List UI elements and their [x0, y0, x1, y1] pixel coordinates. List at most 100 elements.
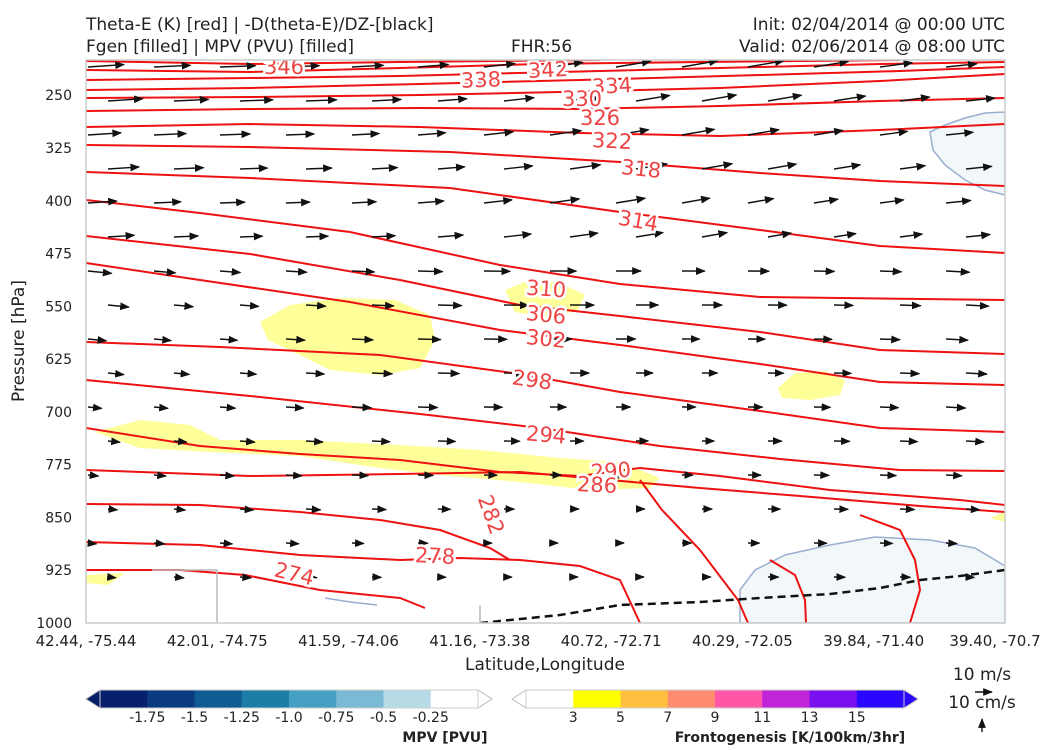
theta-e-contour-330	[86, 73, 1005, 99]
wind-vector	[879, 335, 901, 344]
colorbar-swatch	[241, 690, 290, 708]
wind-vector	[351, 198, 378, 207]
theta-e-contour-label: 346	[264, 55, 304, 79]
colorbar-swatch	[194, 690, 243, 708]
theta-e-contour-310	[86, 199, 1005, 301]
wind-vector	[701, 230, 729, 238]
wind-vector	[219, 335, 239, 344]
colorbar-frame	[525, 689, 905, 709]
wind-vector	[747, 127, 781, 136]
x-axis-label: Latitude,Longitude	[465, 655, 625, 675]
y-tick-label: 925	[45, 563, 72, 579]
wind-vector	[899, 162, 927, 171]
wind-vector	[681, 195, 711, 204]
theta-e-contour-334	[86, 66, 1005, 91]
colorbar-extend-high	[903, 689, 919, 709]
theta-e-contour-label: 302	[525, 325, 567, 353]
wind-vector	[879, 128, 909, 137]
wind-vector	[153, 198, 182, 207]
y-tick-label: 775	[45, 458, 72, 474]
wind-vector	[371, 232, 397, 241]
wind-vector	[219, 198, 246, 207]
wind-vector	[153, 268, 177, 277]
wind-vector	[173, 573, 185, 582]
wind-vector	[305, 164, 333, 173]
colorbar-fgen-label: Frontogenesis [K/100km/3hr]	[675, 730, 905, 746]
ref-vector-horizontal-label: 10 m/s	[953, 665, 1011, 685]
wind-vector	[371, 505, 388, 514]
wind-vector	[371, 437, 391, 446]
wind-vector	[305, 301, 327, 310]
wind-vector	[87, 336, 108, 344]
theta-e-contour-label: 342	[527, 57, 568, 83]
colorbar-swatch	[430, 690, 479, 708]
theta-e-contour-label: 294	[525, 421, 567, 448]
theta-e-contour-338	[86, 61, 1005, 81]
wind-vector	[371, 164, 399, 172]
wind-vector	[965, 505, 981, 514]
colorbar-swatch	[383, 690, 432, 708]
wind-vector	[701, 161, 734, 170]
colorbar-extend-low	[85, 689, 101, 709]
x-tick-label: 41.59, -74.06	[298, 632, 399, 650]
wind-vector	[681, 60, 719, 68]
theta-e-contour-278	[86, 541, 641, 623]
wind-vector	[153, 130, 188, 138]
colorbar-tick-label: -0.25	[413, 710, 449, 726]
wind-vector	[681, 126, 716, 136]
wind-vector	[899, 505, 916, 514]
y-tick-label: 400	[45, 194, 72, 210]
wind-vector	[219, 267, 242, 276]
wind-vector	[107, 231, 136, 240]
y-tick-label: 475	[45, 247, 72, 263]
wind-vector	[503, 231, 533, 239]
dthetae-dz-contour	[479, 568, 1005, 623]
wind-vector	[945, 335, 970, 344]
wind-vector	[153, 61, 192, 70]
x-tick-label: 39.40, -70.7	[949, 632, 1040, 650]
theta-e-contour-342	[86, 60, 901, 74]
theta-e-contour-label: 298	[511, 365, 554, 394]
wind-vector	[87, 471, 100, 480]
wind-vector	[305, 505, 322, 514]
wind-vector	[813, 127, 844, 136]
wind-vector	[813, 60, 850, 68]
wind-vector	[285, 471, 303, 480]
wind-vector	[107, 163, 141, 172]
colorbar-tick-label: -1.75	[129, 710, 165, 726]
y-tick-label: 550	[45, 299, 72, 315]
wind-vector	[569, 93, 604, 102]
wind-vector	[833, 231, 857, 239]
wind-vector	[747, 196, 775, 204]
theta-e-contour-318	[86, 144, 1005, 187]
wind-vector	[899, 369, 921, 378]
wind-vector	[87, 197, 118, 206]
colorbar-swatch	[289, 690, 337, 708]
wind-vector	[615, 127, 650, 136]
wind-vector	[437, 95, 468, 104]
wind-vector	[153, 539, 166, 548]
wind-vector	[351, 471, 370, 480]
wind-vector	[503, 94, 536, 103]
theta-e-contour-306	[86, 235, 1005, 355]
theta-e-contour-label: 334	[591, 73, 632, 99]
wind-vector	[173, 369, 191, 378]
theta-e-contour-label: 338	[461, 67, 502, 92]
wind-vector	[239, 164, 269, 173]
colorbar-tick-label: 7	[663, 710, 672, 726]
wind-vector	[305, 573, 318, 582]
theta-e-contour-label: 286	[576, 472, 617, 498]
wind-vector	[285, 130, 316, 139]
wind-vector	[239, 232, 264, 241]
x-tick-label: 40.29, -72.05	[692, 632, 793, 650]
wind-vector	[87, 61, 126, 70]
fgen-region-low-band	[95, 420, 660, 490]
title-line-1: Theta-E (K) [red] | -D(theta-E)/DZ-[blac…	[86, 15, 434, 35]
colorbar-swatch	[809, 690, 858, 708]
wind-vector	[173, 232, 200, 241]
wind-vector	[107, 302, 130, 311]
plot-frame	[85, 59, 1006, 624]
wind-vector	[239, 505, 255, 514]
theta-e-contour-label: 318	[620, 155, 662, 183]
colorbar-tick-label: 3	[569, 710, 578, 726]
